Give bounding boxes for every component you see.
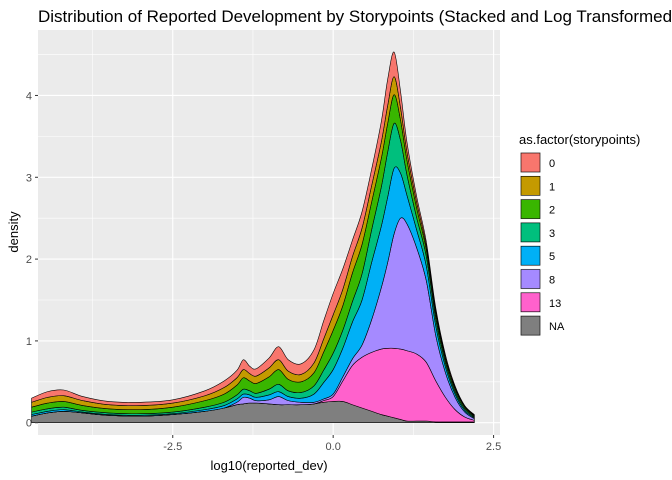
legend-swatch-2	[520, 199, 541, 219]
y-axis-ticks: 0 1 2 3 4	[26, 90, 38, 430]
legend-swatch-5	[520, 245, 541, 266]
legend-label-5: 5	[549, 251, 555, 263]
y-axis-title: density	[6, 211, 21, 253]
x-axis-title: log10(reported_dev)	[210, 458, 327, 473]
y-tick-label: 4	[26, 90, 32, 102]
legend-label-13: 13	[549, 298, 561, 310]
legend-swatch-8	[520, 269, 541, 289]
legend-label-3: 3	[549, 228, 555, 240]
y-tick-label: 2	[26, 254, 32, 266]
area-series-0	[31, 51, 475, 416]
legend-label-1: 1	[549, 181, 555, 193]
legend-swatch-3	[520, 222, 541, 243]
legend-label-0: 0	[549, 158, 555, 170]
stacked-areas	[31, 51, 475, 424]
legend-swatch-0	[520, 152, 541, 173]
x-axis-ticks: -2.5 0.0 2.5	[163, 435, 501, 453]
y-tick-label: 1	[26, 336, 32, 348]
x-tick-label: 2.5	[486, 441, 501, 453]
legend-label-2: 2	[549, 205, 555, 217]
legend-swatch-na	[520, 315, 541, 336]
legend-label-8: 8	[549, 275, 555, 287]
legend-swatch-13	[520, 292, 541, 313]
chart-title: Distribution of Reported Development by …	[38, 7, 672, 26]
legend: as.factor(storypoints) 0 1 2 3 5 8 13 NA	[519, 132, 640, 337]
legend-swatch-1	[520, 176, 541, 196]
legend-title: as.factor(storypoints)	[519, 132, 640, 147]
y-tick-label: 3	[26, 172, 32, 184]
x-tick-label: 0.0	[326, 441, 341, 453]
legend-label-na: NA	[549, 321, 565, 333]
x-tick-label: -2.5	[163, 441, 182, 453]
y-tick-label: 0	[26, 418, 32, 430]
legend-items: 0 1 2 3 5 8 13 NA	[520, 152, 565, 337]
